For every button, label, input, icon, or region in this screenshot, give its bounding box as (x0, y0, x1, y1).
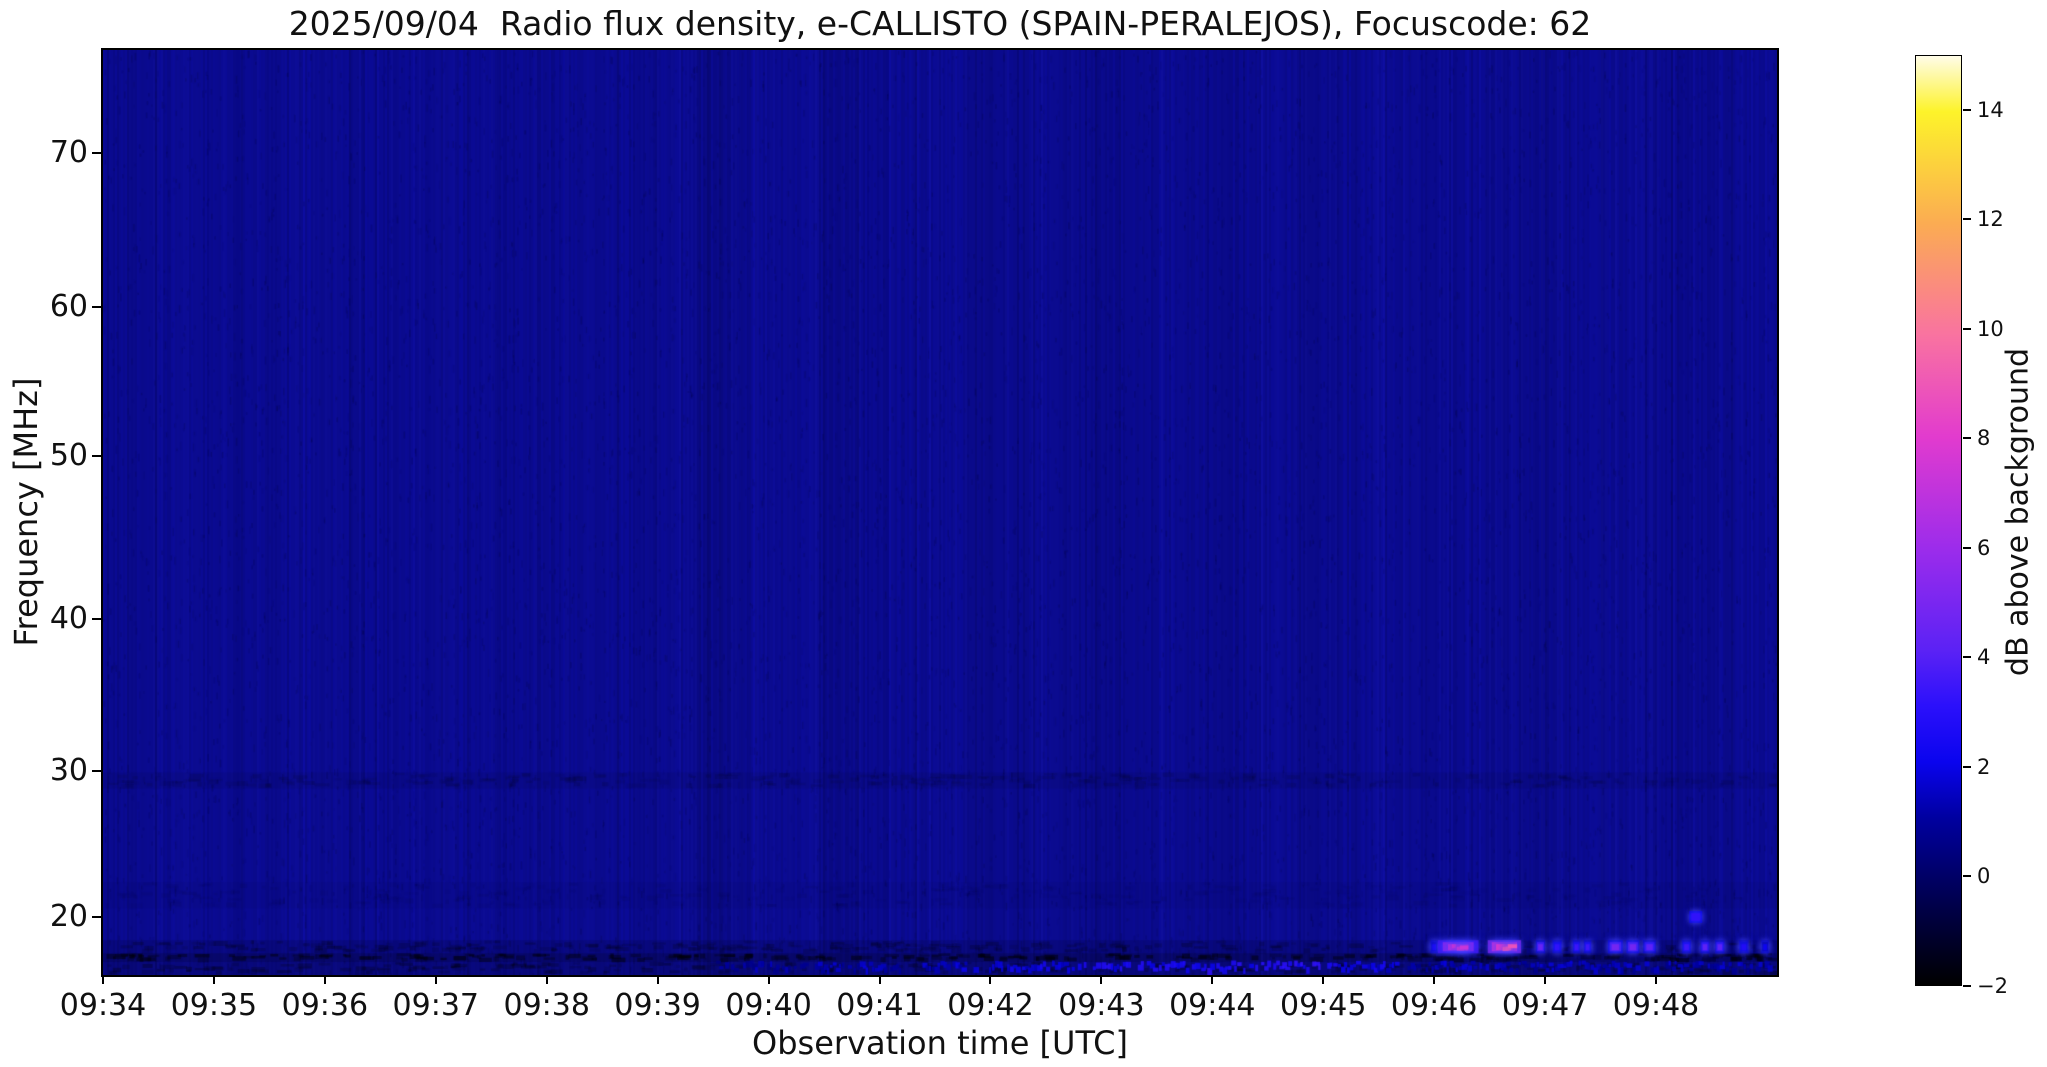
spectrogram-canvas (103, 50, 1777, 975)
x-tick-mark (878, 975, 881, 984)
x-tick-mark (434, 975, 437, 984)
colorbar-tick-mark (1963, 108, 1971, 111)
x-tick-label: 09:42 (947, 988, 1034, 1023)
colorbar-tick-mark (1963, 765, 1971, 768)
y-tick-mark (92, 306, 101, 308)
y-tick-mark (92, 455, 101, 457)
x-tick-label: 09:38 (503, 988, 590, 1023)
y-tick-label: 50 (49, 438, 88, 473)
x-tick-label: 09:39 (614, 988, 701, 1023)
x-tick-mark (102, 975, 104, 984)
x-axis-label: Observation time [UTC] (752, 1024, 1128, 1062)
x-tick-mark (1544, 975, 1547, 984)
y-tick-mark (92, 770, 101, 772)
x-tick-mark (656, 975, 659, 984)
colorbar-tick-mark (1963, 327, 1971, 330)
chart-title: 2025/09/04 Radio flux density, e-CALLIST… (288, 4, 1592, 43)
colorbar-tick-mark (1963, 985, 1971, 987)
x-tick-label: 09:40 (725, 988, 812, 1023)
colorbar-tick-label: 4 (1977, 645, 1991, 670)
y-tick-mark (92, 618, 101, 620)
x-tick-mark (989, 975, 992, 984)
x-tick-mark (323, 975, 326, 984)
x-tick-label: 09:47 (1501, 988, 1589, 1023)
plot-area (101, 48, 1779, 977)
colorbar-tick-mark (1963, 437, 1971, 440)
colorbar-label: dB above background (2000, 347, 2036, 677)
y-tick-label: 30 (49, 753, 88, 788)
x-tick-label: 09:34 (59, 988, 147, 1023)
colorbar (1915, 55, 1962, 986)
colorbar-tick-label: 2 (1977, 754, 1991, 779)
colorbar-tick-label: 12 (1977, 207, 2004, 232)
y-tick-label: 40 (49, 601, 88, 636)
colorbar-tick-label: −2 (1977, 974, 2008, 998)
y-tick-mark (92, 152, 101, 154)
y-axis-label: Frequency [MHz] (7, 377, 45, 647)
x-tick-label: 09:48 (1612, 988, 1700, 1023)
x-tick-mark (1100, 975, 1103, 984)
x-tick-mark (212, 975, 215, 984)
x-tick-label: 09:46 (1390, 988, 1478, 1023)
y-tick-label: 60 (49, 289, 88, 324)
x-tick-mark (1322, 975, 1325, 984)
y-tick-mark (92, 916, 101, 918)
colorbar-tick-label: 8 (1977, 426, 1991, 451)
colorbar-tick-mark (1963, 875, 1971, 878)
x-tick-label: 09:41 (836, 988, 923, 1023)
x-tick-label: 09:36 (281, 988, 369, 1023)
x-tick-mark (1655, 975, 1658, 984)
colorbar-tick-label: 10 (1977, 316, 2004, 341)
x-tick-label: 09:37 (392, 988, 480, 1023)
x-tick-label: 09:45 (1279, 988, 1367, 1023)
x-tick-mark (1211, 975, 1214, 984)
x-tick-label: 09:35 (170, 988, 258, 1023)
x-tick-mark (545, 975, 548, 984)
colorbar-tick-label: 6 (1977, 535, 1991, 560)
x-tick-mark (1433, 975, 1436, 984)
colorbar-tick-mark (1963, 546, 1971, 549)
colorbar-tick-label: 0 (1977, 864, 1991, 889)
y-tick-label: 20 (49, 899, 88, 934)
colorbar-tick-mark (1963, 656, 1971, 659)
y-tick-label: 70 (49, 135, 88, 170)
colorbar-tick-mark (1963, 218, 1971, 221)
x-tick-label: 09:43 (1058, 988, 1145, 1023)
x-tick-label: 09:44 (1169, 988, 1256, 1023)
colorbar-tick-label: 14 (1977, 97, 2004, 122)
x-tick-mark (767, 975, 770, 984)
